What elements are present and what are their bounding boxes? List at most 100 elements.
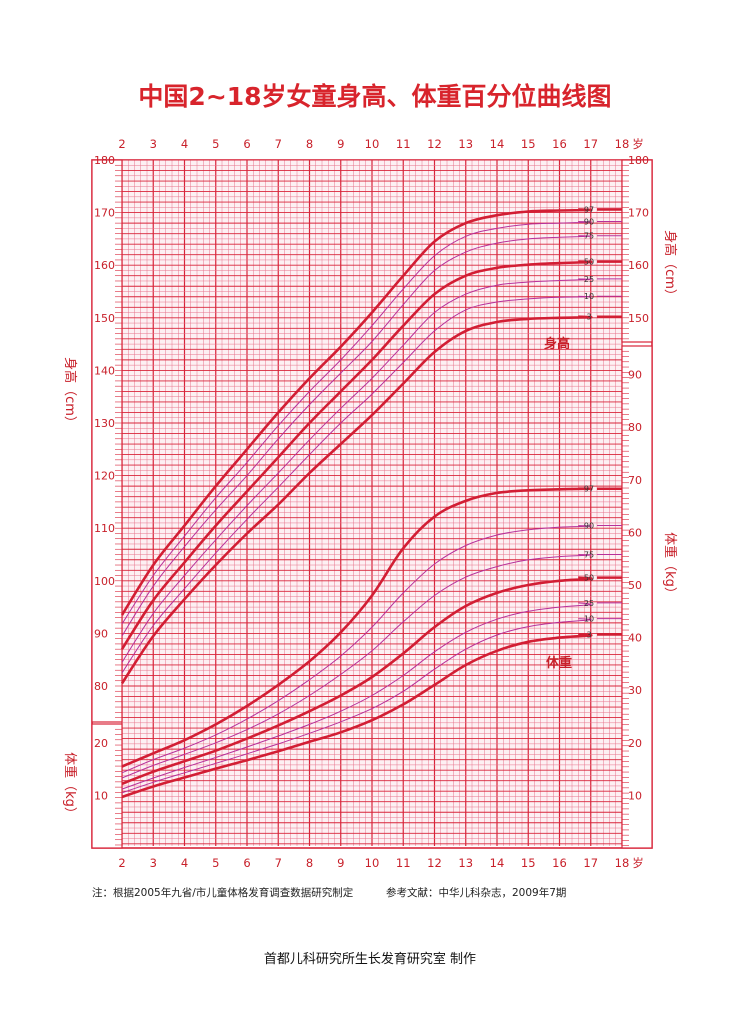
- height-tick-label-left: 140: [94, 364, 115, 377]
- chart-title: 中国2~18岁女童身高、体重百分位曲线图: [138, 82, 611, 111]
- weight-curve-p3: [121, 633, 593, 799]
- x-tick-label: 2: [118, 856, 125, 870]
- x-tick-label: 10: [365, 856, 380, 870]
- x-tick-label: 2: [118, 137, 125, 151]
- height-tick-label-left: 120: [94, 470, 115, 483]
- x-tick-label: 11: [396, 137, 411, 151]
- weight-tick-label-right: 40: [628, 632, 642, 645]
- weight-curve-p97: [121, 487, 593, 768]
- x-tick-label: 15: [521, 856, 536, 870]
- note-right: 参考文献：中华儿科杂志，2009年7期: [386, 886, 566, 899]
- x-tick-label: 14: [490, 856, 505, 870]
- x-tick-label: 7: [275, 856, 282, 870]
- height-tick-label-left: 130: [94, 417, 115, 430]
- weight-percentile-label-3: 3: [586, 630, 591, 639]
- x-axis-unit: 岁: [632, 856, 644, 870]
- x-tick-label: 8: [306, 137, 313, 151]
- height-tick-label-right: 170: [628, 207, 649, 220]
- weight-curve-p75: [121, 554, 592, 779]
- height-curve-p97: [120, 208, 593, 616]
- height-curve-p75: [121, 235, 592, 637]
- scale-strip: [621, 159, 653, 343]
- x-tick-label: 8: [306, 856, 313, 870]
- x-tick-label: 17: [583, 137, 598, 151]
- weight-tick-label-right: 50: [628, 579, 642, 592]
- weight-tick-label-right: 20: [628, 737, 642, 750]
- weight-tick-label-left: 20: [94, 737, 108, 750]
- x-tick-label: 9: [337, 137, 344, 151]
- height-curve-p90: [121, 221, 592, 625]
- weight-tick-label-right: 80: [628, 421, 642, 434]
- height-tick-label-left: 170: [94, 207, 115, 220]
- weight-percentile-label-75: 75: [584, 550, 594, 559]
- height-curve-p50: [120, 260, 593, 650]
- x-tick-label: 13: [458, 856, 473, 870]
- x-tick-label: 4: [181, 137, 188, 151]
- height-tick-label-right: 150: [628, 312, 649, 325]
- x-tick-label: 3: [150, 856, 157, 870]
- x-tick-label: 5: [212, 856, 219, 870]
- weight-curve-p90: [121, 525, 592, 774]
- height-tick-label-right: 180: [628, 154, 649, 167]
- left-height-axis-label: 身高（cm）: [62, 357, 78, 429]
- scale-strip: [621, 345, 653, 849]
- chart-grid: [91, 159, 653, 849]
- x-tick-label: 10: [365, 137, 380, 151]
- right-height-axis-label: 身高（cm）: [662, 230, 678, 302]
- height-tick-label-left: 90: [94, 627, 108, 640]
- left-weight-axis-label: 体重（kg）: [62, 752, 78, 820]
- x-tick-label: 18: [615, 856, 630, 870]
- x-tick-label: 16: [552, 856, 567, 870]
- height-percentile-label-50: 50: [584, 258, 594, 267]
- percentile-curves: 97 90 75 50 25 10 3 97 90 75 50 25 10 3: [120, 205, 622, 799]
- x-tick-label: 5: [212, 137, 219, 151]
- weight-curve-p10: [121, 618, 592, 794]
- x-tick-label: 17: [583, 856, 598, 870]
- axis-labels: 2 2 3 3 4 4 5 5 6 6 7 7 8 8 9 9 10 10 11 11 12 12 13 13 14 14 15 15…: [94, 137, 649, 870]
- credit-text: 首都儿科研究所生长发育研究室 制作: [264, 951, 476, 967]
- height-curve-p25: [121, 278, 592, 663]
- weight-curve-label: 体重: [546, 655, 572, 671]
- weight-tick-label-right: 30: [628, 684, 642, 697]
- height-tick-label-left: 100: [94, 575, 115, 588]
- weight-curve-p50: [121, 576, 593, 786]
- x-tick-label: 3: [150, 137, 157, 151]
- x-axis-unit: 岁: [632, 137, 644, 151]
- weight-percentile-label-10: 10: [584, 615, 594, 624]
- weight-percentile-label-97: 97: [584, 485, 594, 494]
- weight-tick-label-right: 70: [628, 474, 642, 487]
- weight-tick-label-right: 10: [628, 789, 642, 802]
- height-percentile-label-3: 3: [586, 313, 591, 322]
- weight-curve-p25: [121, 602, 592, 790]
- weight-tick-label-right: 90: [628, 369, 642, 382]
- height-percentile-label-75: 75: [584, 232, 594, 241]
- height-percentile-label-10: 10: [584, 292, 594, 301]
- x-tick-label: 12: [427, 137, 442, 151]
- height-tick-label-right: 160: [628, 259, 649, 272]
- height-tick-label-left: 80: [94, 680, 108, 693]
- height-curve-p3: [120, 315, 593, 685]
- weight-percentile-label-25: 25: [584, 599, 594, 608]
- height-tick-label-left: 160: [94, 259, 115, 272]
- x-tick-label: 18: [615, 137, 630, 151]
- height-tick-label-left: 150: [94, 312, 115, 325]
- weight-tick-label-right: 60: [628, 526, 642, 539]
- x-tick-label: 16: [552, 137, 567, 151]
- x-tick-label: 9: [337, 856, 344, 870]
- height-percentile-label-90: 90: [584, 218, 594, 227]
- x-tick-label: 14: [490, 137, 505, 151]
- height-curve-label: 身高: [544, 336, 570, 352]
- x-tick-label: 12: [427, 856, 442, 870]
- height-curve-p10: [121, 295, 592, 674]
- x-tick-label: 15: [521, 137, 536, 151]
- height-tick-label-left: 110: [94, 522, 115, 535]
- x-tick-label: 6: [243, 856, 250, 870]
- x-tick-label: 4: [181, 856, 188, 870]
- note-left: 注：根据2005年九省/市儿童体格发育调查数据研究制定: [92, 886, 354, 899]
- x-tick-label: 11: [396, 856, 411, 870]
- weight-percentile-label-90: 90: [584, 522, 594, 531]
- height-percentile-label-25: 25: [584, 275, 594, 284]
- weight-percentile-label-50: 50: [584, 574, 594, 583]
- scale-strip: [91, 723, 123, 849]
